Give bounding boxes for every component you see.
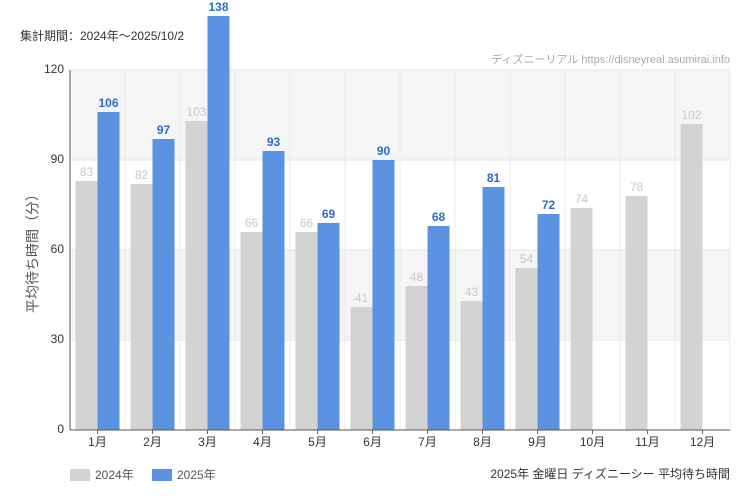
x-tick-label: 7月: [418, 435, 437, 449]
bar: [427, 226, 450, 430]
x-tick-label: 3月: [198, 435, 217, 449]
legend-swatch: [70, 469, 90, 481]
bar: [317, 223, 340, 430]
bar: [680, 124, 703, 430]
chart-title: 2025年 金曜日 ディズニーシー 平均待ち時間: [490, 466, 730, 481]
y-tick-label: 120: [44, 62, 64, 76]
x-tick-label: 9月: [528, 435, 547, 449]
value-label: 48: [410, 270, 424, 284]
y-tick-label: 30: [51, 332, 65, 346]
x-tick-label: 11月: [635, 435, 659, 449]
y-tick-label: 0: [57, 422, 64, 436]
bar: [152, 139, 175, 430]
bar: [405, 286, 428, 430]
bar: [460, 301, 483, 430]
value-label: 102: [681, 108, 701, 122]
value-label: 43: [465, 285, 479, 299]
value-label: 69: [322, 207, 336, 221]
x-tick-label: 10月: [580, 435, 605, 449]
legend-label: 2025年: [177, 468, 216, 482]
value-label: 72: [542, 198, 556, 212]
bar: [240, 232, 263, 430]
value-label: 66: [245, 216, 259, 230]
bar: [372, 160, 395, 430]
bar: [625, 196, 648, 430]
value-label: 54: [520, 252, 534, 266]
y-axis-label: 平均待ち時間（分）: [25, 187, 41, 313]
subtitle: 集計期間：2024年～2025/10/2: [20, 28, 184, 43]
y-tick-label: 60: [51, 242, 65, 256]
source: ディズニーリアル https://disneyreal.asumirai.inf…: [491, 52, 730, 66]
value-label: 106: [98, 96, 118, 110]
bar: [207, 16, 230, 430]
bar: [350, 307, 373, 430]
bar: [537, 214, 560, 430]
value-label: 66: [300, 216, 314, 230]
value-label: 81: [487, 171, 501, 185]
value-label: 83: [80, 165, 94, 179]
bar: [262, 151, 285, 430]
bar: [130, 184, 153, 430]
legend-swatch: [152, 469, 172, 481]
bar: [97, 112, 120, 430]
value-label: 41: [355, 291, 369, 305]
value-label: 93: [267, 135, 281, 149]
bar: [570, 208, 593, 430]
value-label: 74: [575, 192, 589, 206]
value-label: 138: [208, 0, 228, 14]
value-label: 103: [186, 105, 206, 119]
x-tick-label: 6月: [363, 435, 382, 449]
bar: [482, 187, 505, 430]
bar: [515, 268, 538, 430]
bar: [185, 121, 208, 430]
x-tick-label: 12月: [690, 435, 715, 449]
value-label: 90: [377, 144, 391, 158]
x-tick-label: 8月: [473, 435, 492, 449]
value-label: 68: [432, 210, 446, 224]
y-tick-label: 90: [51, 152, 65, 166]
x-tick-label: 4月: [253, 435, 272, 449]
legend-label: 2024年: [95, 468, 134, 482]
value-label: 97: [157, 123, 171, 137]
value-label: 82: [135, 168, 149, 182]
bar: [75, 181, 98, 430]
x-tick-label: 2月: [143, 435, 162, 449]
x-tick-label: 1月: [88, 435, 107, 449]
value-label: 78: [630, 180, 644, 194]
x-tick-label: 5月: [308, 435, 327, 449]
bar: [295, 232, 318, 430]
